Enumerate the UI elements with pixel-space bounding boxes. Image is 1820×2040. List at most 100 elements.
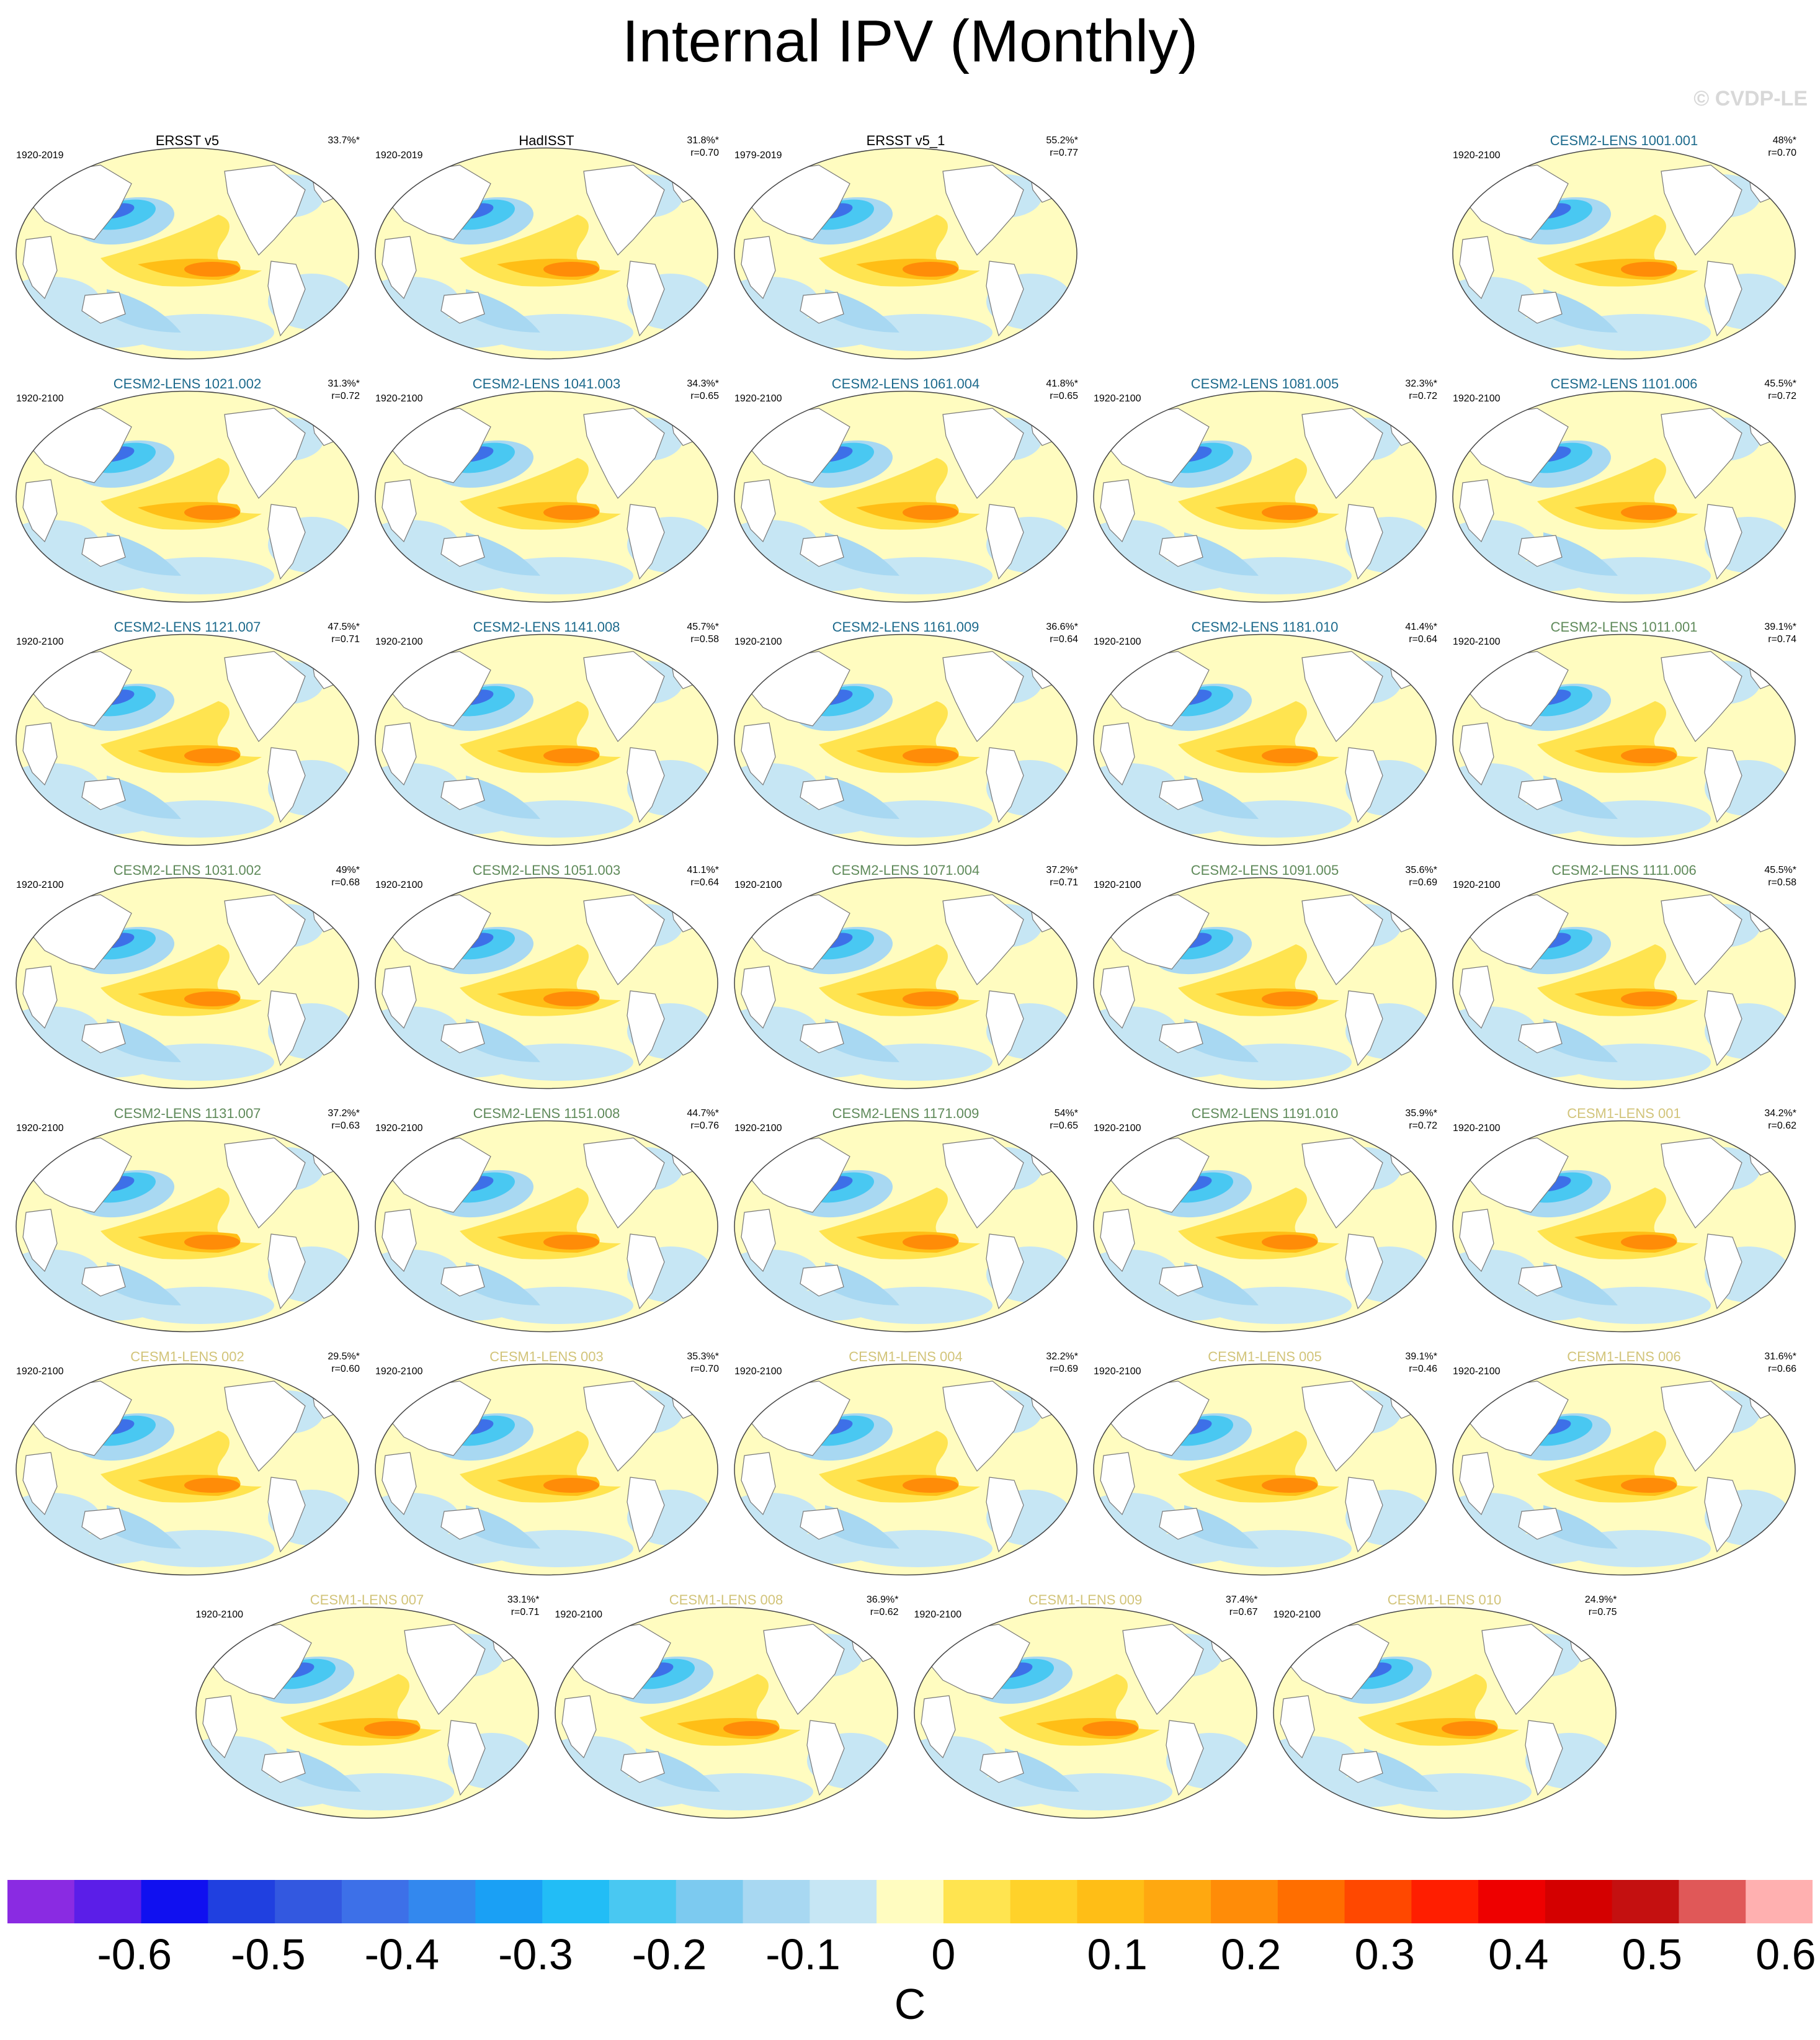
colorbar-segment <box>1277 1880 1345 1923</box>
panel-period: 1920-2100 <box>16 637 64 647</box>
panel-period: 1920-2100 <box>1453 637 1501 647</box>
map-panel: CESM2-LENS 1131.007 1920-2100 37.2%* r=0.63 <box>7 1104 367 1340</box>
panel-period: 1920-2100 <box>1453 880 1501 890</box>
map-panel: CESM1-LENS 004 1920-2100 32.2%* r=0.69 <box>726 1348 1086 1583</box>
map-panel-graphic <box>913 1606 1257 1819</box>
panel-period: 1920-2100 <box>16 1123 64 1134</box>
colorbar-segment <box>1411 1880 1479 1923</box>
map-panel-graphic <box>375 877 718 1089</box>
panel-variance-percent: 49%* <box>336 865 360 875</box>
map-panel-graphic <box>1452 1363 1796 1576</box>
panel-pattern-correlation: r=0.64 <box>1409 634 1437 645</box>
panel-pattern-correlation: r=0.64 <box>1050 634 1078 645</box>
panel-period: 1920-2019 <box>16 150 64 161</box>
map-panel-graphic <box>734 1363 1077 1576</box>
colorbar-segment <box>1077 1880 1144 1923</box>
colorbar-tick-label: 0.3 <box>1354 1930 1415 1979</box>
panel-variance-percent: 45.5%* <box>1764 378 1796 389</box>
panel-period: 1920-2100 <box>1094 1123 1141 1134</box>
map-panel-graphic <box>734 390 1077 603</box>
map-panel: CESM1-LENS 002 1920-2100 29.5%* r=0.60 <box>7 1348 367 1583</box>
panel-pattern-correlation: r=0.72 <box>1768 391 1796 401</box>
panel-period: 1920-2100 <box>375 880 423 890</box>
panel-variance-percent: 33.1%* <box>507 1595 540 1605</box>
panel-period: 1920-2100 <box>734 880 782 890</box>
panel-title: CESM1-LENS 009 <box>1028 1592 1143 1608</box>
panel-pattern-correlation: r=0.75 <box>1588 1607 1617 1617</box>
map-panel: CESM1-LENS 005 1920-2100 39.1%* r=0.46 <box>1085 1348 1445 1583</box>
map-panel: CESM1-LENS 010 1920-2100 24.9%* r=0.75 <box>1265 1591 1625 1827</box>
map-panel: CESM1-LENS 001 1920-2100 34.2%* r=0.62 <box>1444 1104 1804 1340</box>
colorbar-tick-label: -0.5 <box>231 1930 306 1979</box>
colorbar-segment <box>1545 1880 1613 1923</box>
map-panel-graphic <box>16 1120 359 1333</box>
panel-period: 1920-2100 <box>375 637 423 647</box>
panel-title: CESM2-LENS 1071.004 <box>831 862 980 878</box>
panel-variance-percent: 31.6%* <box>1764 1351 1796 1362</box>
panel-variance-percent: 41.4%* <box>1405 622 1437 632</box>
panel-pattern-correlation: r=0.65 <box>690 391 719 401</box>
panel-variance-percent: 35.9%* <box>1405 1108 1437 1119</box>
map-panel: CESM1-LENS 003 1920-2100 35.3%* r=0.70 <box>367 1348 726 1583</box>
panel-title: CESM2-LENS 1061.004 <box>831 376 980 391</box>
map-panel-graphic <box>16 877 359 1089</box>
panel-pattern-correlation: r=0.64 <box>690 877 719 888</box>
panel-period: 1920-2100 <box>1453 150 1501 161</box>
panel-variance-percent: 45.5%* <box>1764 865 1796 875</box>
panel-pattern-correlation: r=0.60 <box>331 1364 360 1374</box>
panel-pattern-correlation: r=0.71 <box>1050 877 1078 888</box>
panel-variance-percent: 32.2%* <box>1046 1351 1078 1362</box>
panel-period: 1920-2100 <box>734 393 782 404</box>
map-panel-graphic <box>16 390 359 603</box>
colorbar-segment <box>1746 1880 1813 1923</box>
panel-variance-percent: 39.1%* <box>1405 1351 1437 1362</box>
colorbar <box>7 1880 1813 1923</box>
map-panel-graphic <box>1093 633 1437 846</box>
colorbar-tick-label: -0.3 <box>498 1930 573 1979</box>
panel-title: CESM1-LENS 005 <box>1208 1349 1322 1364</box>
panel-title: CESM2-LENS 1111.006 <box>1551 862 1697 878</box>
panel-pattern-correlation: r=0.62 <box>1768 1121 1796 1131</box>
panel-period: 1920-2100 <box>555 1609 603 1620</box>
panel-pattern-correlation: r=0.76 <box>690 1121 719 1131</box>
panel-title: CESM2-LENS 1171.009 <box>832 1106 979 1121</box>
panel-title: CESM2-LENS 1101.006 <box>1550 376 1698 391</box>
colorbar-segment <box>408 1880 476 1923</box>
panel-variance-percent: 37.4%* <box>1225 1595 1258 1605</box>
panel-pattern-correlation: r=0.67 <box>1229 1607 1258 1617</box>
panel-period: 1920-2100 <box>1453 393 1501 404</box>
map-panel: CESM2-LENS 1191.010 1920-2100 35.9%* r=0.72 <box>1085 1104 1445 1340</box>
panel-period: 1920-2100 <box>1094 1366 1141 1377</box>
map-panel-graphic <box>1093 390 1437 603</box>
panel-pattern-correlation: r=0.71 <box>511 1607 540 1617</box>
panel-variance-percent: 37.2%* <box>1046 865 1078 875</box>
panel-variance-percent: 36.6%* <box>1046 622 1078 632</box>
panel-variance-percent: 34.3%* <box>687 378 719 389</box>
panel-variance-percent: 32.3%* <box>1405 378 1437 389</box>
panel-pattern-correlation: r=0.72 <box>1409 391 1437 401</box>
map-panel-graphic <box>734 147 1077 360</box>
panel-variance-percent: 39.1%* <box>1764 622 1796 632</box>
panel-pattern-correlation: r=0.70 <box>1768 148 1796 158</box>
panel-pattern-correlation: r=0.70 <box>690 148 719 158</box>
panel-title: CESM2-LENS 1051.003 <box>472 862 621 878</box>
colorbar-segment <box>141 1880 208 1923</box>
panel-pattern-correlation: r=0.66 <box>1768 1364 1796 1374</box>
panel-variance-percent: 35.3%* <box>687 1351 719 1362</box>
map-panel-graphic <box>1093 1363 1437 1576</box>
map-panel: CESM2-LENS 1121.007 1920-2100 47.5%* r=0.71 <box>7 618 367 854</box>
panel-variance-percent: 41.1%* <box>687 865 719 875</box>
map-panel: ERSST v5 1920-2019 33.7%* <box>7 132 367 367</box>
map-panel: CESM1-LENS 008 1920-2100 36.9%* r=0.62 <box>546 1591 906 1827</box>
panel-period: 1920-2019 <box>375 150 423 161</box>
map-panel-graphic <box>734 1120 1077 1333</box>
panel-pattern-correlation: r=0.63 <box>331 1121 360 1131</box>
map-panel-graphic <box>1452 1120 1796 1333</box>
panel-title: CESM1-LENS 002 <box>130 1349 244 1364</box>
panel-title: CESM2-LENS 1121.007 <box>114 619 261 635</box>
colorbar-segment <box>542 1880 610 1923</box>
colorbar-segment <box>7 1880 75 1923</box>
panel-title: CESM1-LENS 001 <box>1567 1106 1681 1121</box>
colorbar-segment <box>877 1880 944 1923</box>
map-panel: CESM1-LENS 009 1920-2100 37.4%* r=0.67 <box>906 1591 1265 1827</box>
